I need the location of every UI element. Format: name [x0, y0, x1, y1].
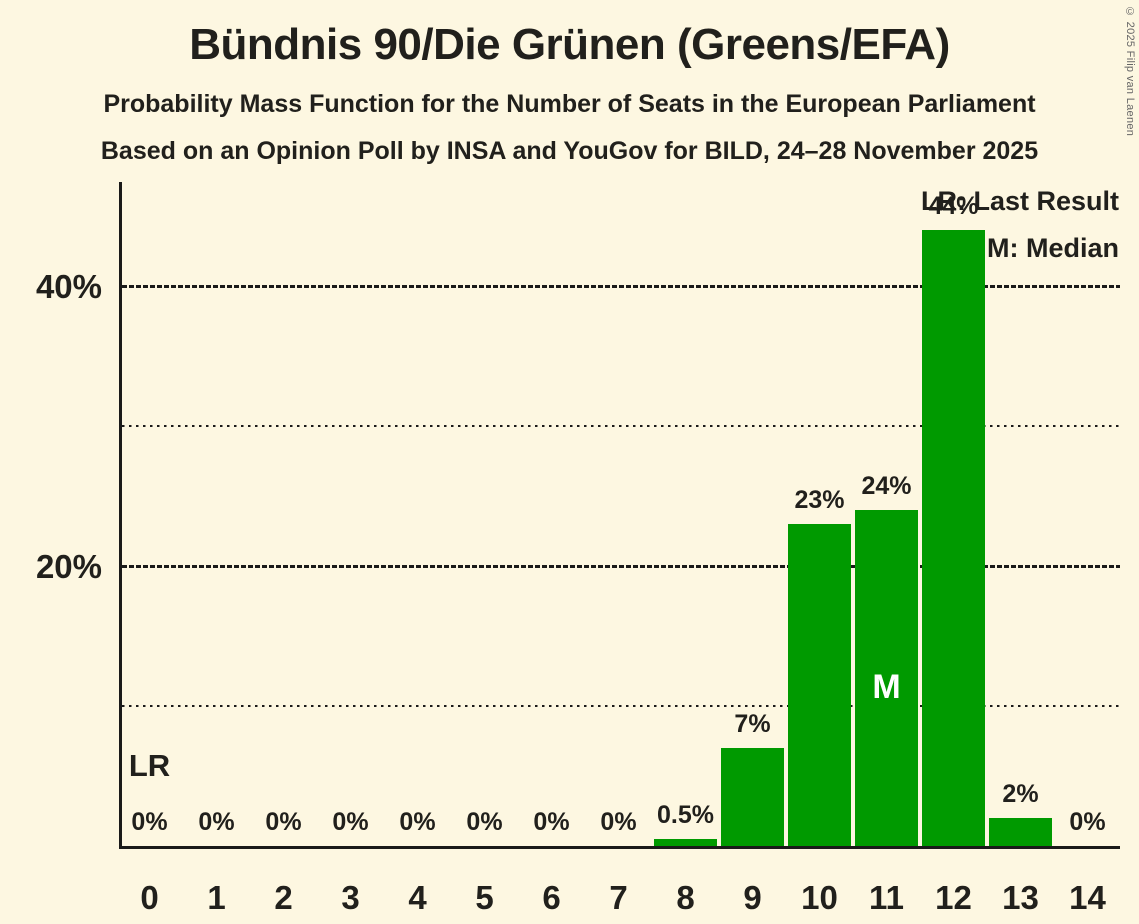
- bar-value-label: 0%: [466, 808, 503, 836]
- gridline-minor: [122, 705, 1120, 707]
- chart-title: Bündnis 90/Die Grünen (Greens/EFA): [189, 20, 950, 69]
- bar: [989, 818, 1052, 846]
- bar-value-label: 0.5%: [657, 801, 714, 829]
- last-result-marker: LR: [128, 748, 171, 783]
- x-tick-label: 2: [274, 879, 293, 916]
- bar-value-label: 0%: [399, 808, 436, 836]
- y-tick-label: 40%: [35, 268, 102, 305]
- bar-value-label: 0%: [332, 808, 369, 836]
- median-marker: M: [872, 668, 901, 706]
- bar: [922, 230, 985, 846]
- x-tick-label: 14: [1069, 879, 1106, 916]
- bar-value-label: 7%: [734, 710, 771, 738]
- chart-subtitle: Probability Mass Function for the Number…: [103, 90, 1036, 118]
- bar-value-label: 23%: [794, 486, 845, 514]
- x-tick-label: 4: [408, 879, 427, 916]
- x-tick-label: 10: [801, 879, 838, 916]
- x-tick-label: 0: [140, 879, 159, 916]
- bar-value-label: 2%: [1002, 780, 1039, 808]
- legend-last-result: LR: Last Result: [920, 186, 1119, 216]
- bar-value-label: 0%: [1069, 808, 1106, 836]
- bar: [654, 839, 717, 846]
- bar-value-label: 0%: [600, 808, 637, 836]
- x-tick-label: 8: [676, 879, 695, 916]
- bar-value-label: 44%: [928, 192, 979, 220]
- y-tick-label: 20%: [35, 548, 102, 585]
- x-axis-line: [119, 846, 1120, 849]
- x-tick-label: 7: [609, 879, 628, 916]
- x-tick-label: 12: [935, 879, 972, 916]
- gridline-major: [122, 285, 1120, 288]
- x-tick-label: 9: [743, 879, 762, 916]
- chart-poll-info: Based on an Opinion Poll by INSA and You…: [100, 137, 1039, 165]
- x-tick-label: 1: [207, 879, 226, 916]
- x-tick-label: 3: [341, 879, 360, 916]
- legend-median: M: Median: [987, 233, 1119, 263]
- gridline-minor: [122, 425, 1120, 427]
- y-axis-line: [119, 182, 122, 849]
- bar-value-label: 0%: [533, 808, 570, 836]
- x-tick-label: 13: [1002, 879, 1039, 916]
- bar: [855, 510, 918, 846]
- bar-value-label: 0%: [265, 808, 302, 836]
- bar: [788, 524, 851, 846]
- x-tick-label: 11: [869, 879, 904, 916]
- bar: [721, 748, 784, 846]
- bar-value-label: 0%: [131, 808, 168, 836]
- bar-value-label: 0%: [198, 808, 235, 836]
- gridline-major: [122, 565, 1120, 568]
- copyright-note: © 2025 Filip van Laenen: [1124, 6, 1136, 137]
- x-tick-label: 5: [475, 879, 494, 916]
- bar-value-label: 24%: [861, 472, 912, 500]
- x-tick-label: 6: [542, 879, 561, 916]
